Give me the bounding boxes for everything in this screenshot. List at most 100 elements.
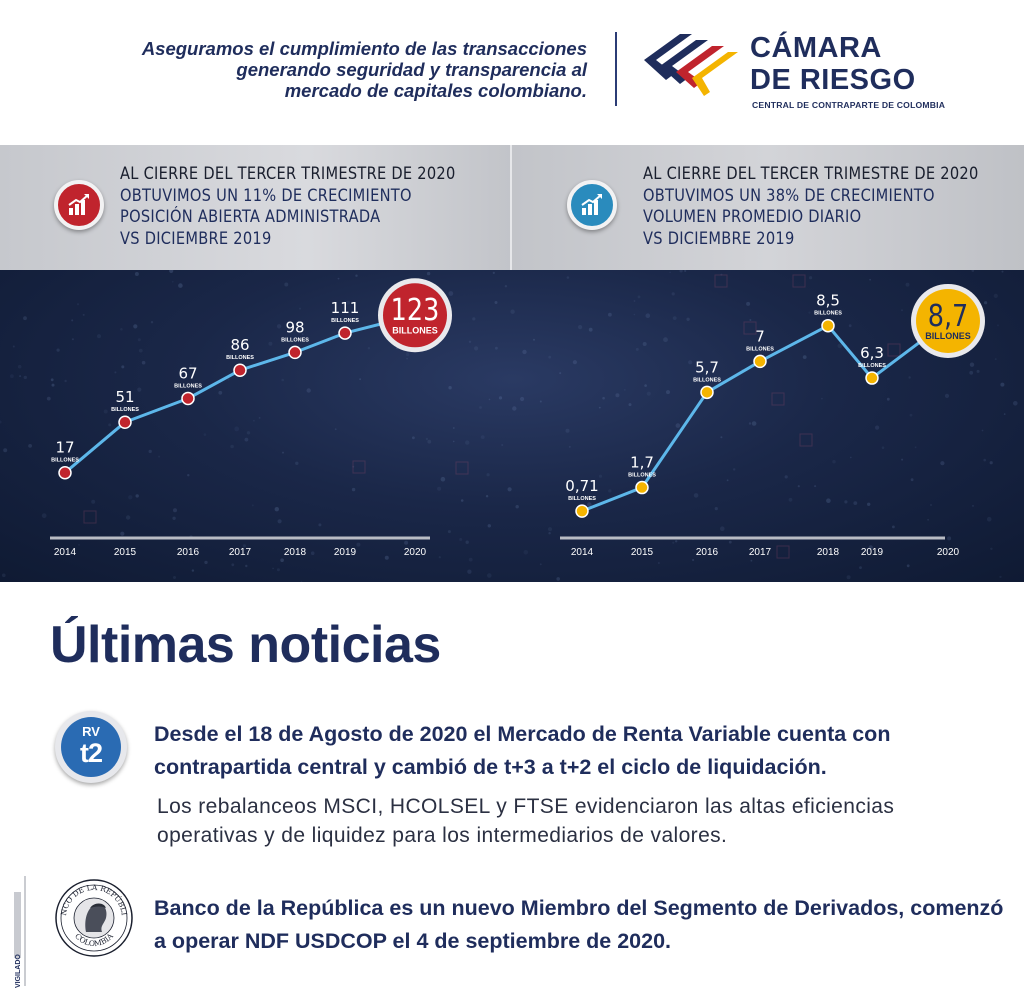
texture-dot	[310, 551, 315, 555]
texture-dot	[539, 400, 542, 403]
growth-chart-icon	[54, 180, 104, 230]
stat-line: VS DICIEMBRE 2019	[120, 228, 272, 249]
texture-dot	[809, 276, 813, 280]
texture-dot	[981, 429, 984, 432]
texture-dot	[814, 485, 817, 488]
texture-dot	[972, 504, 974, 507]
texture-dot	[23, 316, 27, 321]
texture-dot	[41, 513, 47, 519]
tagline: Aseguramos el cumplimiento de las transa…	[47, 38, 587, 101]
header: Aseguramos el cumplimiento de las transa…	[0, 0, 1024, 145]
texture-dot	[280, 558, 284, 562]
rv-t2-badge-inner: RV t2	[61, 717, 121, 777]
texture-dot	[578, 325, 583, 330]
texture-dot	[10, 374, 14, 379]
texture-dot	[246, 431, 251, 435]
texture-dot	[465, 540, 469, 544]
texture-dot	[71, 338, 74, 341]
texture-dot	[50, 378, 54, 382]
texture-dot	[566, 276, 570, 279]
texture-dot	[821, 397, 823, 400]
texture-dot	[268, 341, 273, 346]
value-label: 7	[755, 327, 765, 345]
value-label: 98	[285, 318, 304, 336]
texture-dot	[848, 324, 852, 328]
brand-line: CÁMARA	[750, 32, 882, 64]
texture-dot	[227, 378, 230, 381]
texture-dot	[976, 369, 980, 373]
texture-dot	[901, 309, 903, 312]
texture-dot	[556, 577, 560, 581]
texture-dot	[474, 346, 479, 351]
stats-band: AL CIERRE DEL TERCER TRIMESTRE DE 2020 O…	[0, 145, 1024, 582]
texture-square	[352, 460, 366, 474]
x-tick-label: 2014	[571, 547, 594, 558]
data-point	[338, 326, 352, 340]
highlight-marker	[916, 288, 980, 353]
texture-dot	[121, 406, 126, 411]
texture-dot	[498, 396, 503, 400]
texture-dot	[231, 563, 235, 567]
texture-dot	[684, 270, 687, 272]
unit-label: BILLONES	[746, 346, 774, 352]
texture-dot	[141, 360, 146, 365]
texture-dot	[983, 458, 986, 462]
rv-t2-badge: RV t2	[55, 711, 127, 783]
texture-dot	[19, 375, 22, 378]
banco-republica-seal-icon: BANCO DE LA REPÚBLICA COLOMBIA	[54, 878, 133, 957]
texture-dot	[230, 444, 234, 449]
texture-dot	[12, 345, 15, 348]
unit-label: BILLONES	[392, 325, 438, 335]
texture-dot	[238, 345, 242, 349]
texture-dot	[150, 321, 154, 324]
texture-dot	[480, 435, 485, 439]
texture-dot	[203, 433, 207, 436]
stat-line: OBTUVIMOS UN 11% DE CRECIMIENTO	[120, 185, 412, 206]
x-tick-label: 2017	[749, 547, 772, 558]
texture-dot	[71, 319, 74, 322]
data-point	[865, 371, 879, 385]
texture-dot	[204, 560, 208, 565]
texture-dot	[495, 346, 498, 350]
texture-dot	[258, 417, 261, 419]
texture-dot	[875, 425, 880, 430]
value-label: 17	[55, 439, 74, 457]
texture-dot	[642, 342, 647, 346]
texture-dot	[944, 393, 950, 398]
news-item-headline: Desde el 18 de Agosto de 2020 el Mercado…	[154, 722, 891, 779]
texture-dot	[867, 502, 871, 506]
texture-dot	[515, 505, 519, 509]
texture-dot	[46, 396, 51, 401]
texture-dot	[533, 338, 535, 341]
unit-label: BILLONES	[858, 363, 886, 369]
x-tick-label: 2020	[404, 547, 427, 558]
texture-dot	[295, 461, 299, 465]
stat-line: POSICIÓN ABIERTA ADMINISTRADA	[120, 207, 381, 227]
tagline-line: mercado de capitales colombiano.	[284, 80, 587, 101]
unit-label: BILLONES	[111, 407, 139, 413]
unit-label: BILLONES	[51, 458, 79, 464]
brand-line: DE RIESGO	[750, 64, 916, 96]
texture-dot	[994, 358, 997, 361]
texture-dot	[672, 316, 677, 320]
data-point	[118, 415, 132, 429]
stats-divider	[510, 145, 512, 270]
data-point	[288, 345, 302, 360]
texture-dot	[720, 273, 723, 276]
texture-dot	[17, 364, 22, 369]
texture-dot	[121, 365, 125, 369]
texture-dot	[472, 317, 476, 321]
data-point	[181, 391, 195, 406]
texture-dot	[986, 516, 992, 522]
texture-dot	[452, 427, 455, 429]
texture-dot	[137, 387, 142, 392]
texture-square	[83, 510, 97, 524]
texture-dot	[602, 396, 605, 400]
unit-label: BILLONES	[331, 318, 359, 324]
texture-dot	[337, 277, 340, 280]
texture-dot	[909, 413, 913, 417]
texture-dot	[663, 337, 668, 343]
texture-square	[455, 461, 469, 475]
texture-dot	[720, 526, 725, 531]
texture-dot	[989, 461, 993, 465]
